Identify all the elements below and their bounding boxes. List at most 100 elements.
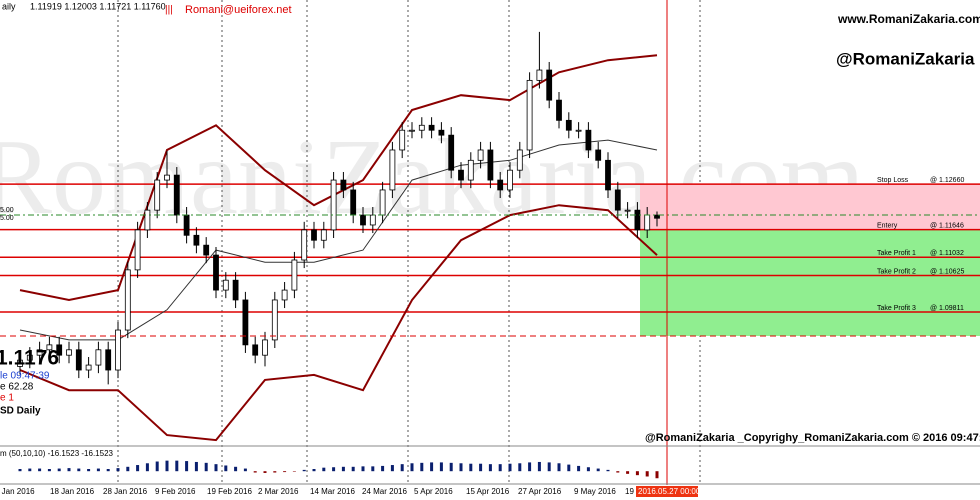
oscillator-bar: [204, 462, 208, 472]
candle-body: [46, 344, 53, 351]
oscillator-bar: [586, 467, 590, 472]
candle-body: [477, 149, 484, 161]
oscillator-title: m (50,10,10) -16.1523 -16.1523: [0, 449, 114, 458]
oscillator-bar: [96, 468, 100, 472]
oscillator-bar: [322, 467, 326, 472]
oscillator-bar: [596, 468, 600, 472]
info-count: e 1: [0, 393, 14, 404]
x-tick-label: 15 Apr 2016: [466, 487, 510, 496]
oscillator-bar: [312, 469, 316, 472]
oscillator-bar: [655, 471, 659, 479]
oscillator-bar: [18, 469, 22, 472]
candle-body: [154, 179, 161, 211]
candle-body: [595, 149, 602, 161]
band-middle: [19, 139, 658, 341]
oscillator-bar: [214, 464, 218, 472]
candle-body: [448, 134, 455, 171]
x-tick-label: 27 Apr 2016: [518, 487, 562, 496]
oscillator-bar: [635, 471, 639, 476]
candle-body: [213, 254, 219, 291]
oscillator-bar: [38, 468, 42, 472]
candle-body: [183, 214, 190, 236]
candle-body: [654, 214, 660, 219]
level-name: Take Profit 3: [877, 305, 916, 312]
candle-body: [144, 209, 151, 231]
oscillator-bar: [557, 463, 561, 472]
info-pair: SD Daily: [0, 406, 41, 417]
cursor-tag: [636, 486, 698, 497]
oscillator-bar: [351, 466, 355, 472]
x-tick-label: 19 Feb 2016: [207, 487, 252, 496]
candle-body: [173, 174, 180, 216]
scale-label: 5.00: [0, 207, 14, 214]
oscillator-bar: [518, 463, 522, 472]
oscillator-bar: [567, 464, 571, 472]
oscillator-bar: [175, 460, 179, 472]
candle-body: [634, 209, 641, 231]
oscillator-bar: [371, 466, 375, 472]
oscillator-bar: [381, 465, 385, 472]
candle-body: [575, 129, 582, 132]
symbol-info: aily: [2, 1, 16, 11]
candle-body: [330, 179, 337, 231]
candle-body: [565, 119, 572, 131]
band-lower: [19, 204, 658, 442]
level-label: @ 1.12660: [930, 177, 964, 184]
candle-body: [389, 149, 396, 191]
oscillator-bar: [626, 471, 630, 474]
oscillator-bar: [459, 463, 463, 472]
candle-body: [526, 79, 533, 151]
x-tick-label: 2 Mar 2016: [258, 487, 299, 496]
candle-body: [320, 229, 327, 241]
oscillator-bar: [616, 471, 620, 473]
candle-body: [487, 149, 494, 181]
candle-body: [134, 229, 141, 271]
level-name: Take Profit 2: [877, 268, 916, 275]
oscillator-bar: [57, 468, 61, 472]
oscillator-bar: [87, 469, 91, 472]
info-time: le 09:47:39: [0, 371, 50, 382]
oscillator-bar: [400, 464, 404, 472]
candle-body: [17, 359, 23, 367]
oscillator-bar: [234, 466, 238, 472]
oscillator-bar: [479, 463, 483, 472]
x-tick-label: 28 Jan 2016: [103, 487, 148, 496]
handle: @RomaniZakaria: [836, 49, 975, 68]
oscillator-bar: [283, 471, 287, 473]
oscillator-bar: [136, 465, 140, 472]
candle-body: [75, 349, 82, 371]
candle-body: [36, 349, 43, 356]
x-tick-label: 9 May 2016: [574, 487, 616, 496]
oscillator-bar: [537, 461, 541, 472]
candle-body: [546, 69, 553, 101]
oscillator-bar: [508, 463, 512, 472]
oscillator-bar: [469, 463, 473, 472]
oscillator-bar: [224, 465, 228, 472]
candle-body: [360, 214, 366, 226]
candle-body: [26, 354, 33, 361]
x-tick-label: 5 Apr 2016: [414, 487, 453, 496]
trade-zones: Stop Loss @ 1.12660 Entery @ 1.11646 Take Pr…: [0, 177, 980, 336]
oscillator-bar: [47, 469, 51, 472]
oscillator-bar: [488, 464, 492, 472]
candle-body: [497, 179, 504, 191]
candle-body: [585, 129, 592, 151]
level-label: @ 1.11032: [930, 250, 964, 257]
oscillator-bar: [645, 471, 649, 477]
candle-body: [85, 364, 92, 371]
candle-body: [193, 234, 200, 246]
candle-body: [379, 189, 386, 216]
oscillator-bar: [528, 462, 532, 472]
level-name: Stop Loss: [877, 177, 909, 184]
candle-body: [311, 229, 317, 241]
oscillator-bar: [253, 471, 257, 473]
candle-body: [350, 189, 357, 216]
oscillator-bar: [420, 462, 424, 472]
oscillator-bar: [28, 468, 32, 472]
oscillator-bar: [410, 463, 414, 472]
candle-body: [262, 339, 268, 356]
level-label: @ 1.09811: [930, 305, 964, 312]
candle-body: [242, 299, 249, 346]
candle-body: [409, 129, 415, 132]
